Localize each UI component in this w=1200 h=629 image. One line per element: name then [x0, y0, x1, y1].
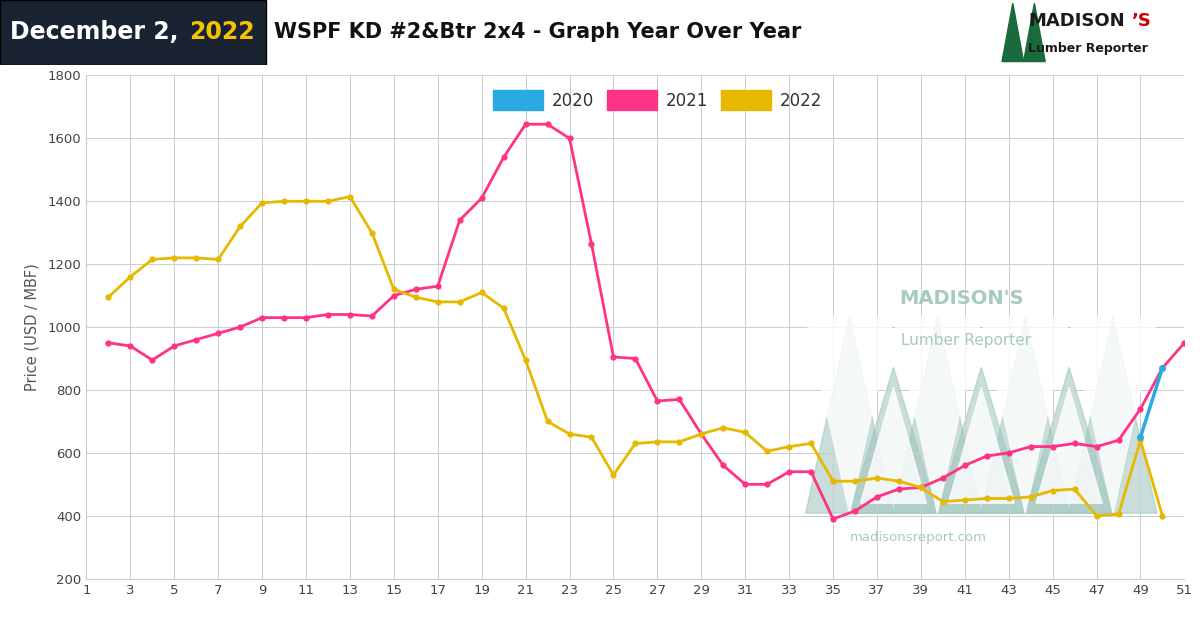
Polygon shape: [948, 387, 1014, 503]
Polygon shape: [1036, 387, 1102, 503]
Text: Lumber Reporter: Lumber Reporter: [1028, 42, 1148, 55]
Polygon shape: [1025, 367, 1114, 513]
Text: MADISON'S: MADISON'S: [899, 289, 1024, 308]
Legend: 2020, 2021, 2022: 2020, 2021, 2022: [486, 84, 828, 116]
Polygon shape: [805, 317, 894, 513]
Polygon shape: [1069, 317, 1157, 513]
Text: Lumber Reporter: Lumber Reporter: [901, 333, 1031, 348]
Polygon shape: [1024, 3, 1045, 62]
Polygon shape: [805, 317, 894, 513]
Polygon shape: [860, 387, 926, 503]
Text: WSPF KD #2&Btr 2x4 - Graph Year Over Year: WSPF KD #2&Btr 2x4 - Graph Year Over Yea…: [274, 23, 800, 42]
Text: December 2,: December 2,: [10, 20, 178, 45]
Y-axis label: Price (USD / MBF): Price (USD / MBF): [24, 263, 40, 391]
FancyBboxPatch shape: [0, 0, 266, 65]
Polygon shape: [850, 367, 937, 513]
Polygon shape: [937, 367, 1025, 513]
Text: ’S: ’S: [1132, 12, 1152, 30]
Polygon shape: [1069, 317, 1157, 513]
Polygon shape: [1002, 3, 1024, 62]
Text: MADISON: MADISON: [1028, 12, 1126, 30]
Polygon shape: [894, 317, 982, 513]
Polygon shape: [894, 317, 982, 513]
Text: 2022: 2022: [190, 20, 256, 45]
Polygon shape: [982, 317, 1069, 513]
Polygon shape: [982, 317, 1069, 513]
Text: madisonsreport.com: madisonsreport.com: [850, 531, 986, 544]
